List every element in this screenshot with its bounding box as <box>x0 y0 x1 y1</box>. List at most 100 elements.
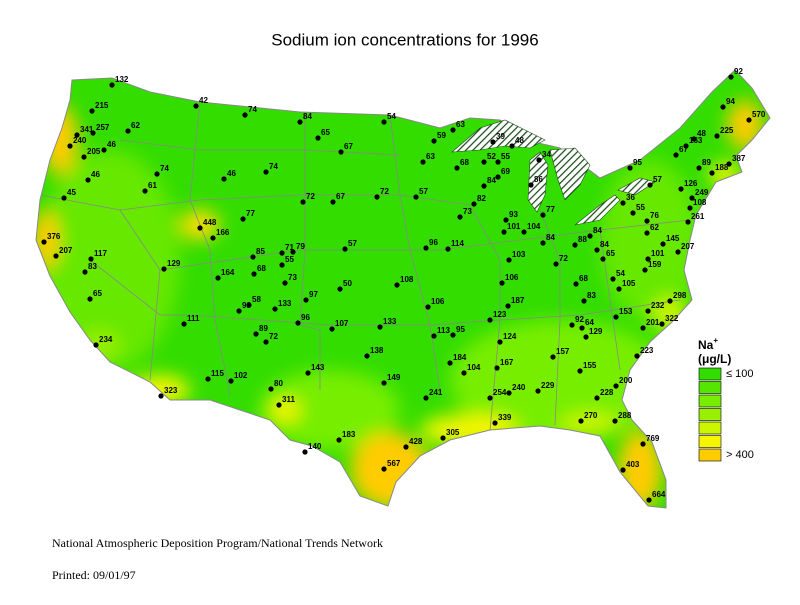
station-value: 72 <box>380 187 389 196</box>
legend-unit: (μg/L) <box>698 352 731 366</box>
station-value: 63 <box>426 152 435 161</box>
station-value: 46 <box>91 170 100 179</box>
station-dot <box>540 212 546 218</box>
station-dot <box>714 133 720 139</box>
station-value: 132 <box>115 75 129 84</box>
station-dot <box>501 229 507 235</box>
station-value: 111 <box>187 314 200 323</box>
station-value: 50 <box>343 279 352 288</box>
legend-swatch <box>698 408 722 421</box>
station-dot <box>101 147 107 153</box>
station-dot <box>673 152 679 158</box>
station-dot <box>82 269 88 275</box>
station-value: 200 <box>619 376 633 385</box>
station-dot <box>594 395 600 401</box>
station-value: 108 <box>693 198 707 207</box>
station-dot <box>315 135 321 141</box>
station-value: 138 <box>370 346 384 355</box>
station-value: 145 <box>666 234 680 243</box>
station-dot <box>158 393 164 399</box>
station-value: 107 <box>335 319 349 328</box>
station-value: 133 <box>278 299 292 308</box>
station-dot <box>689 195 695 201</box>
station-value: 39 <box>496 132 505 141</box>
station-value: 232 <box>651 301 665 310</box>
station-dot <box>302 449 308 455</box>
station-dot <box>440 435 446 441</box>
station-dot <box>506 257 512 263</box>
station-value: 46 <box>227 169 236 178</box>
station-dot <box>640 325 646 331</box>
great-lakes <box>451 119 656 226</box>
station-dot <box>667 298 673 304</box>
station-dot <box>613 383 619 389</box>
station-dot <box>246 302 252 308</box>
station-dot <box>423 395 429 401</box>
station-value: 241 <box>429 388 443 397</box>
station-dot <box>240 216 246 222</box>
station-value: 48 <box>515 136 524 145</box>
station-value: 57 <box>419 187 428 196</box>
station-dot <box>279 250 285 256</box>
station-dot <box>726 161 732 167</box>
station-value: 55 <box>636 203 645 212</box>
station-value: 62 <box>131 121 140 130</box>
station-dot <box>338 149 344 155</box>
station-dot <box>578 418 584 424</box>
station-dot <box>125 128 131 134</box>
station-value: 93 <box>509 210 518 219</box>
station-dot <box>471 201 477 207</box>
station-dot <box>300 199 306 205</box>
station-dot <box>450 127 456 133</box>
station-value: 164 <box>221 268 235 277</box>
station-value: 45 <box>67 188 76 197</box>
station-value: 95 <box>456 325 465 334</box>
station-dot <box>423 245 429 251</box>
station-dot <box>572 242 578 248</box>
station-dot <box>634 353 640 359</box>
station-dot <box>381 119 387 125</box>
station-value: 71 <box>285 243 294 252</box>
station-value: 403 <box>626 460 640 469</box>
station-dot <box>81 154 87 160</box>
station-dot <box>221 176 227 182</box>
station-value: 311 <box>282 395 295 404</box>
station-dot <box>336 437 342 443</box>
station-dot <box>457 214 463 220</box>
station-dot <box>497 339 503 345</box>
station-dot <box>728 74 734 80</box>
station-dot <box>268 386 274 392</box>
station-dot <box>193 103 199 109</box>
station-value: 341 <box>80 125 94 134</box>
station-value: 229 <box>541 381 555 390</box>
station-value: 376 <box>47 232 61 241</box>
station-value: 140 <box>308 442 322 451</box>
station-value: 97 <box>309 290 318 299</box>
station-dot <box>505 303 511 309</box>
station-value: 117 <box>94 249 107 258</box>
station-dot <box>88 256 94 262</box>
station-value: 254 <box>493 388 507 397</box>
station-dot <box>506 390 512 396</box>
station-dot <box>454 165 460 171</box>
station-dot <box>87 296 93 302</box>
footer-program: National Atmospheric Deposition Program/… <box>52 536 383 550</box>
station-dot <box>720 104 726 110</box>
station-dot <box>74 132 80 138</box>
station-dot <box>691 136 697 142</box>
station-value: 65 <box>93 289 102 298</box>
station-dot <box>282 280 288 286</box>
station-dot <box>445 246 451 252</box>
station-value: 88 <box>578 235 587 244</box>
station-value: 183 <box>342 430 356 439</box>
station-value: 101 <box>651 249 665 258</box>
station-value: 249 <box>695 188 709 197</box>
station-dot <box>627 165 633 171</box>
station-value: 129 <box>589 327 603 336</box>
station-value: 387 <box>732 154 746 163</box>
station-dot <box>41 239 47 245</box>
station-value: 62 <box>650 223 659 232</box>
station-dot <box>499 280 505 286</box>
